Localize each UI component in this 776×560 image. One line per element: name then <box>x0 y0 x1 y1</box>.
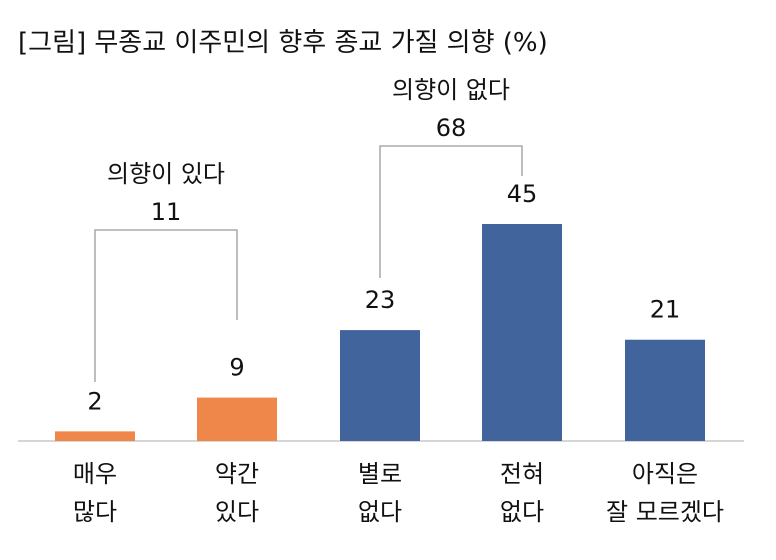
category-label-line2: 잘 모르겠다 <box>605 498 725 526</box>
data-label-4: 21 <box>650 296 681 324</box>
category-label-line1: 별로 <box>357 460 403 488</box>
bar-3 <box>482 224 562 441</box>
group-value-0: 11 <box>151 198 182 226</box>
bar-0 <box>55 431 135 441</box>
bar-1 <box>197 397 277 441</box>
data-label-3: 45 <box>507 180 538 208</box>
group-label-0: 의향이 있다 <box>107 160 225 188</box>
bar-4 <box>625 339 705 441</box>
category-label-line2: 많다 <box>72 498 118 526</box>
group-bracket-0 <box>94 229 238 382</box>
group-bracket-1 <box>379 145 523 278</box>
group-label-1: 의향이 없다 <box>392 76 510 104</box>
category-label-line1: 매우 <box>72 460 118 488</box>
group-value-1: 68 <box>436 114 467 142</box>
bar-2 <box>340 330 420 441</box>
data-label-0: 2 <box>87 387 102 415</box>
data-label-2: 23 <box>365 286 396 314</box>
data-label-1: 9 <box>229 354 244 382</box>
category-label-line1: 아직은 <box>631 460 699 488</box>
category-label-line2: 없다 <box>357 498 403 526</box>
chart-title: [그림] 무종교 이주민의 향후 종교 가질 의향 (%) <box>18 28 548 58</box>
category-label-line2: 있다 <box>214 498 260 526</box>
category-label-line2: 없다 <box>499 498 545 526</box>
category-label-line1: 전혀 <box>499 460 545 488</box>
category-label-line1: 약간 <box>214 460 260 488</box>
